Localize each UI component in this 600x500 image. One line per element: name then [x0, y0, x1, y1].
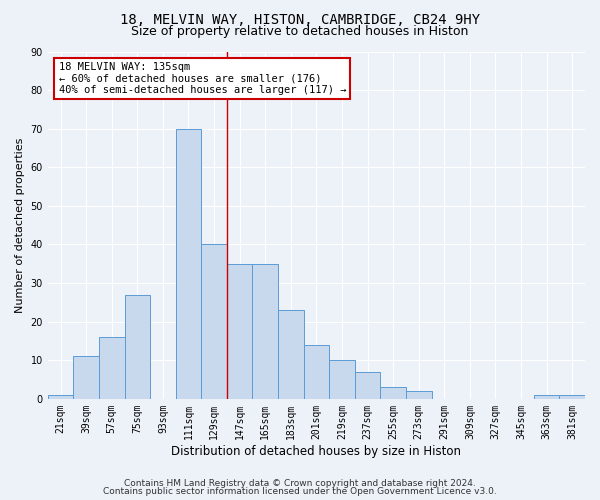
Bar — [304, 345, 329, 399]
Bar — [201, 244, 227, 399]
Bar — [559, 395, 585, 399]
Bar — [534, 395, 559, 399]
Bar — [253, 264, 278, 399]
Bar — [278, 310, 304, 399]
Bar — [125, 294, 150, 399]
Bar — [99, 337, 125, 399]
Bar — [176, 128, 201, 399]
X-axis label: Distribution of detached houses by size in Histon: Distribution of detached houses by size … — [172, 444, 461, 458]
Bar — [329, 360, 355, 399]
Bar — [355, 372, 380, 399]
Text: Contains public sector information licensed under the Open Government Licence v3: Contains public sector information licen… — [103, 487, 497, 496]
Text: Contains HM Land Registry data © Crown copyright and database right 2024.: Contains HM Land Registry data © Crown c… — [124, 478, 476, 488]
Text: 18 MELVIN WAY: 135sqm
← 60% of detached houses are smaller (176)
40% of semi-det: 18 MELVIN WAY: 135sqm ← 60% of detached … — [59, 62, 346, 95]
Bar — [380, 388, 406, 399]
Bar — [48, 395, 73, 399]
Text: 18, MELVIN WAY, HISTON, CAMBRIDGE, CB24 9HY: 18, MELVIN WAY, HISTON, CAMBRIDGE, CB24 … — [120, 12, 480, 26]
Bar — [227, 264, 253, 399]
Bar — [73, 356, 99, 399]
Bar — [406, 391, 431, 399]
Y-axis label: Number of detached properties: Number of detached properties — [15, 138, 25, 313]
Text: Size of property relative to detached houses in Histon: Size of property relative to detached ho… — [131, 25, 469, 38]
